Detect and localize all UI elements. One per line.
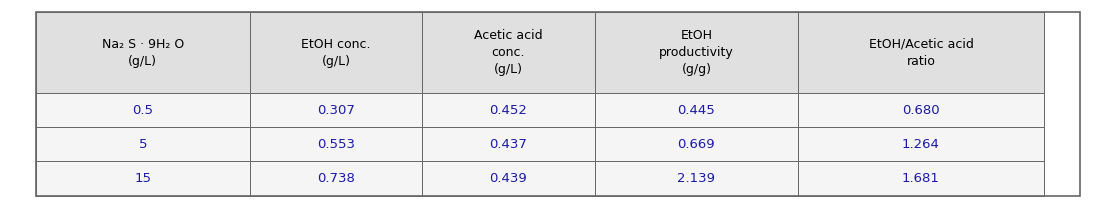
Bar xyxy=(250,161,422,196)
Text: Acetic acid
conc.
(g/L): Acetic acid conc. (g/L) xyxy=(474,29,542,76)
Bar xyxy=(595,12,798,93)
Bar xyxy=(798,12,1043,93)
Bar xyxy=(250,12,422,93)
Text: 0.680: 0.680 xyxy=(902,104,940,117)
Bar xyxy=(422,127,595,161)
Bar xyxy=(595,127,798,161)
Text: 0.439: 0.439 xyxy=(490,172,527,185)
Bar xyxy=(36,12,250,93)
Text: 0.669: 0.669 xyxy=(677,138,715,151)
Bar xyxy=(422,12,595,93)
Text: 2.139: 2.139 xyxy=(677,172,715,185)
Bar xyxy=(250,93,422,127)
Bar xyxy=(798,161,1043,196)
Text: EtOH
productivity
(g/g): EtOH productivity (g/g) xyxy=(660,29,734,76)
Text: 5: 5 xyxy=(138,138,147,151)
Text: 0.445: 0.445 xyxy=(677,104,715,117)
Bar xyxy=(36,161,250,196)
Bar xyxy=(595,161,798,196)
Text: EtOH/Acetic acid
ratio: EtOH/Acetic acid ratio xyxy=(868,38,973,68)
Text: 1.681: 1.681 xyxy=(902,172,940,185)
Bar xyxy=(36,93,250,127)
Bar xyxy=(595,93,798,127)
Bar xyxy=(798,93,1043,127)
Bar xyxy=(798,127,1043,161)
Text: 0.307: 0.307 xyxy=(317,104,355,117)
Text: EtOH conc.
(g/L): EtOH conc. (g/L) xyxy=(301,38,371,68)
Text: 0.738: 0.738 xyxy=(317,172,355,185)
Bar xyxy=(422,93,595,127)
Text: 0.437: 0.437 xyxy=(490,138,528,151)
Text: 0.5: 0.5 xyxy=(133,104,153,117)
Bar xyxy=(250,127,422,161)
Bar xyxy=(422,161,595,196)
Text: 15: 15 xyxy=(134,172,152,185)
Text: 0.553: 0.553 xyxy=(317,138,355,151)
Bar xyxy=(36,12,1080,196)
Text: Na₂ S · 9H₂ O
(g/L): Na₂ S · 9H₂ O (g/L) xyxy=(102,38,184,68)
Text: 1.264: 1.264 xyxy=(902,138,940,151)
Bar xyxy=(36,127,250,161)
Text: 0.452: 0.452 xyxy=(490,104,528,117)
